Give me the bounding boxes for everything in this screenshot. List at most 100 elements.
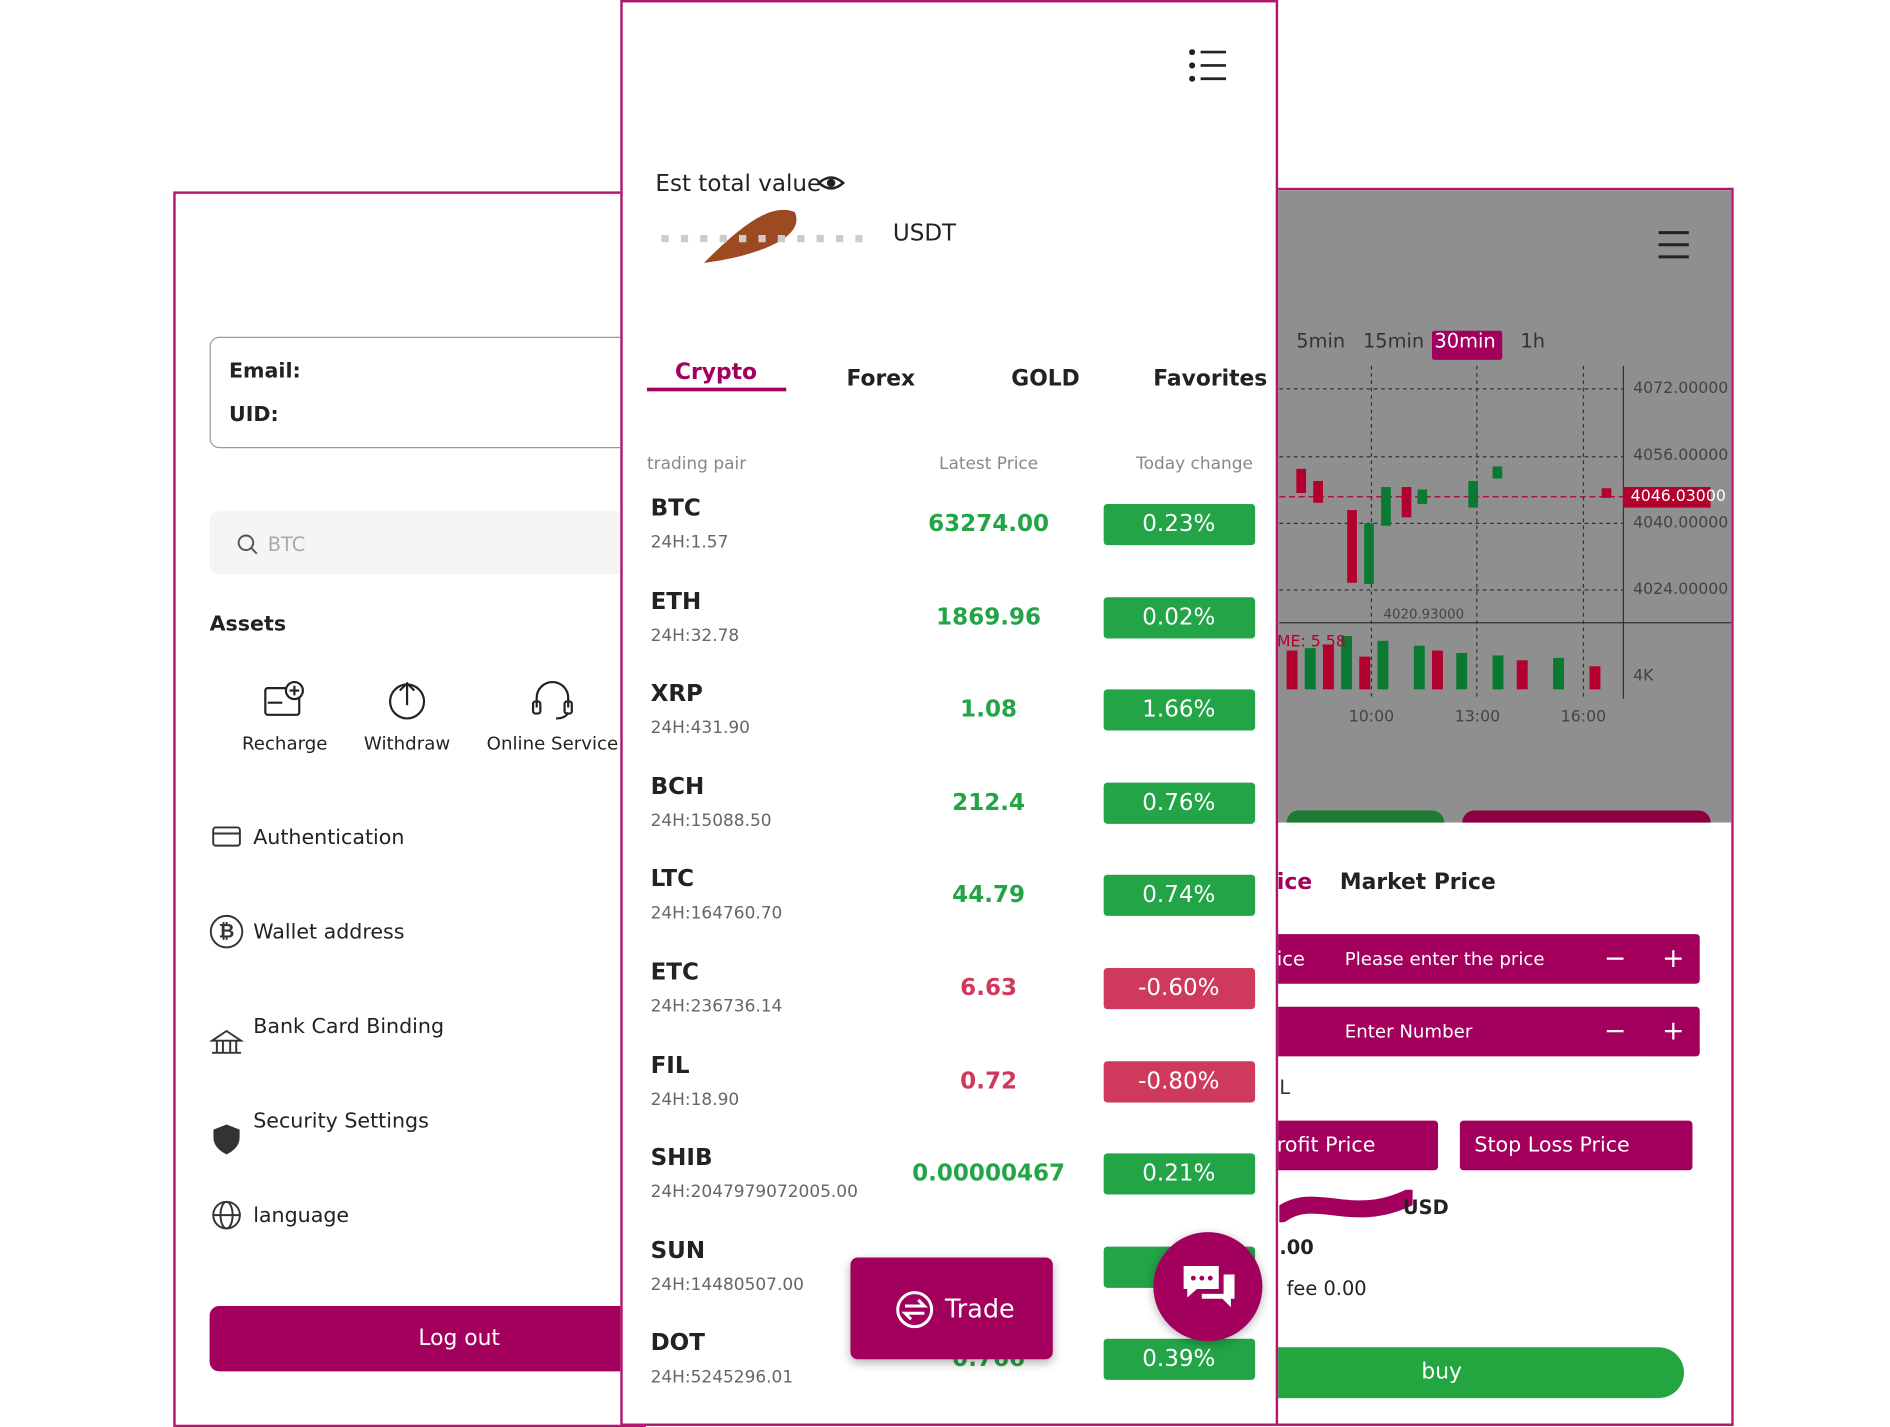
buy-label: buy [1421, 1359, 1462, 1385]
pair: BCH [650, 773, 705, 800]
price-axis-label: 4024.00000 [1633, 580, 1729, 599]
take-profit-button[interactable] [1262, 1120, 1439, 1171]
volume: 24H:431.90 [650, 718, 750, 739]
pair: BTC [650, 494, 701, 522]
column-header: Today change [1136, 454, 1253, 474]
volume: 24H:14480507.00 [650, 1275, 804, 1295]
pair: SUN [650, 1237, 706, 1264]
tab[interactable]: GOLD [1011, 365, 1080, 392]
tab[interactable]: Favorites [1153, 365, 1268, 392]
change-badge [1103, 875, 1256, 917]
price: 44.79 [952, 881, 1025, 909]
current-price: 4046.03000 [1630, 487, 1726, 506]
price-axis-label: 4056.00000 [1633, 446, 1729, 465]
redaction [661, 209, 874, 263]
volume: 24H:1.57 [650, 533, 729, 553]
buy-button[interactable] [1262, 1347, 1684, 1399]
asset-action[interactable]: Online Service [486, 732, 619, 755]
price: 63274.00 [928, 510, 1050, 538]
pair: FIL [650, 1051, 690, 1079]
menu-item[interactable]: Bank Card Binding [253, 1014, 445, 1039]
balance-unit: USD [1402, 1195, 1449, 1219]
order-tab[interactable]: ice [1276, 869, 1313, 896]
low-label: 4020.93000 [1383, 606, 1465, 623]
menu-item[interactable]: language [253, 1203, 350, 1228]
change: 0.02% [1142, 603, 1216, 631]
volume-axis: 4K [1633, 666, 1654, 686]
stop-loss-label: Stop Loss Price [1474, 1133, 1630, 1158]
volume: 24H:18.90 [650, 1089, 740, 1110]
plus[interactable]: + [1662, 943, 1685, 975]
change-badge [1103, 1060, 1256, 1102]
search-box[interactable] [209, 511, 644, 575]
number-placeholder: Enter Number [1344, 1020, 1473, 1043]
trade-button[interactable] [850, 1257, 1053, 1360]
price: 1.08 [960, 696, 1017, 723]
minus[interactable]: − [1604, 1016, 1627, 1047]
volume: 24H:15088.50 [650, 811, 772, 831]
volume: 24H:5245296.01 [650, 1368, 794, 1388]
trade-label: Trade [944, 1294, 1015, 1324]
change-badge [1103, 1339, 1256, 1381]
change: 0.39% [1142, 1345, 1216, 1373]
change-badge [1103, 689, 1256, 731]
asset-action[interactable]: Recharge [241, 732, 328, 755]
pair: ETC [650, 958, 699, 986]
take-profit-label: rofit Price [1276, 1133, 1376, 1158]
price-input[interactable] [1262, 934, 1700, 984]
menu-item[interactable]: Wallet address [253, 920, 405, 945]
stop-loss-button[interactable] [1459, 1120, 1693, 1171]
menu-item[interactable]: Security Settings [253, 1109, 429, 1134]
column-header: trading pair [646, 454, 747, 474]
pair: XRP [650, 680, 703, 708]
change-badge [1103, 1153, 1256, 1195]
search-placeholder: BTC [267, 533, 306, 557]
plus[interactable]: + [1662, 1016, 1685, 1047]
change-badge [1103, 967, 1256, 1010]
logout-label: Log out [418, 1325, 500, 1351]
change: 0.21% [1142, 1160, 1216, 1187]
trade-screen: 5min 15min 30min 1h 4072.00000 4056.00000 4040… [1259, 187, 1734, 1426]
timeframe[interactable]: 1h [1520, 329, 1546, 353]
timeframe[interactable]: 30min [1434, 329, 1496, 353]
minus[interactable]: − [1604, 943, 1627, 975]
timeframe[interactable]: 15min [1362, 329, 1425, 353]
account-screen: Email: UID: BTC Assets Recharge Withdraw O… [173, 191, 646, 1427]
search-icon [237, 534, 258, 555]
number-input[interactable] [1262, 1006, 1700, 1057]
time-axis-label: 10:00 [1348, 708, 1395, 727]
asset-icons [264, 680, 573, 720]
change: 0.23% [1142, 510, 1216, 538]
price-axis-label: 4072.00000 [1633, 379, 1729, 398]
volume: 24H:236736.14 [650, 997, 783, 1017]
eye-icon[interactable] [817, 172, 846, 194]
chart-art [1279, 231, 1732, 700]
tab[interactable]: Crypto [674, 359, 757, 386]
svg-text:₿: ₿ [219, 920, 235, 943]
timeframe[interactable]: 5min [1296, 329, 1346, 353]
menu-item[interactable]: Authentication [253, 825, 405, 850]
change: 0.76% [1142, 789, 1216, 816]
order-tab[interactable]: Market Price [1339, 869, 1496, 896]
volume: 24H:2047979072005.00 [650, 1182, 858, 1203]
logout-button[interactable] [209, 1305, 644, 1372]
account-box [209, 336, 644, 449]
assets-title: Assets [209, 612, 287, 637]
price-axis-label: 4040.00000 [1633, 513, 1729, 532]
currency: USDT [892, 219, 957, 247]
tab[interactable]: Forex [846, 365, 916, 392]
tab-underline [646, 387, 787, 392]
menu-icon[interactable] [1187, 48, 1228, 82]
volume-label: ME: 5.58 [1276, 633, 1346, 652]
market-screen: Est total value USDT Crypto Forex GOLD Favo… [620, 0, 1279, 1426]
price: 0.00000467 [912, 1160, 1066, 1187]
volume: 24H:164760.70 [650, 904, 783, 924]
change-badge [1103, 782, 1256, 824]
asset-action[interactable]: Withdraw [363, 732, 451, 755]
margin-value: .00 [1279, 1235, 1314, 1259]
pair: LTC [650, 866, 695, 893]
redaction [1279, 1189, 1413, 1223]
fee-label: fee 0.00 [1286, 1276, 1367, 1300]
